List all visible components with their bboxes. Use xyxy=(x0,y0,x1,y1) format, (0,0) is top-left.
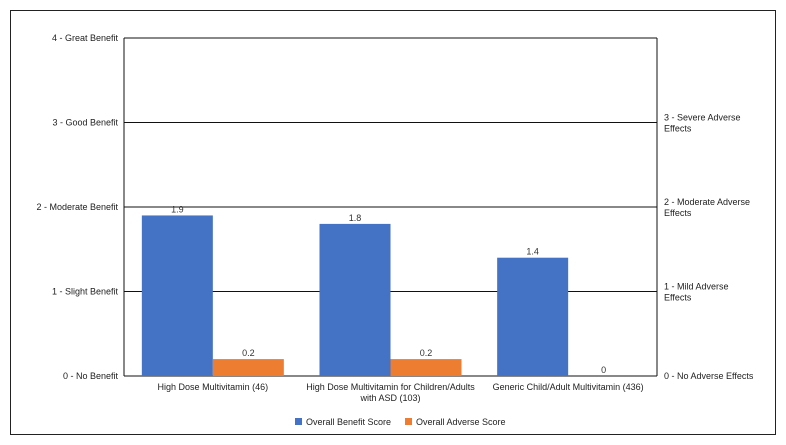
legend-swatch xyxy=(295,418,302,425)
data-label: 1.4 xyxy=(526,247,539,257)
right-tick-label: 0 - No Adverse Effects xyxy=(664,371,754,381)
data-label: 1.8 xyxy=(349,213,362,223)
right-tick-label: 2 - Moderate Adverse Effects xyxy=(664,197,750,218)
data-label: 0.2 xyxy=(420,348,433,358)
left-tick-label: 4 - Great Benefit xyxy=(52,33,119,43)
left-tick-label: 0 - No Benefit xyxy=(63,371,119,381)
category-label: Generic Child/Adult Multivitamin (436) xyxy=(493,382,644,392)
chart-frame xyxy=(10,10,776,435)
category-label: High Dose Multivitamin for Children/Adul… xyxy=(306,382,475,403)
category-label: High Dose Multivitamin (46) xyxy=(158,382,269,392)
adverse-bar xyxy=(212,359,284,376)
benefit-bar xyxy=(141,215,213,376)
data-label: 0 xyxy=(601,365,606,375)
data-label: 0.2 xyxy=(242,348,255,358)
right-tick-label: 1 - Mild Adverse Effects xyxy=(664,282,729,303)
left-tick-label: 1 - Slight Benefit xyxy=(52,287,119,297)
benefit-bar xyxy=(497,257,569,376)
left-tick-label: 3 - Good Benefit xyxy=(52,118,118,128)
legend-label: Overall Adverse Score xyxy=(416,417,506,427)
benefit-bar xyxy=(319,223,391,376)
right-tick-label: 3 - Severe Adverse Effects xyxy=(664,113,741,134)
left-tick-label: 2 - Moderate Benefit xyxy=(36,202,118,212)
adverse-bar xyxy=(390,359,462,376)
legend-swatch xyxy=(405,418,412,425)
legend-label: Overall Benefit Score xyxy=(306,417,391,427)
data-label: 1.9 xyxy=(171,204,184,214)
